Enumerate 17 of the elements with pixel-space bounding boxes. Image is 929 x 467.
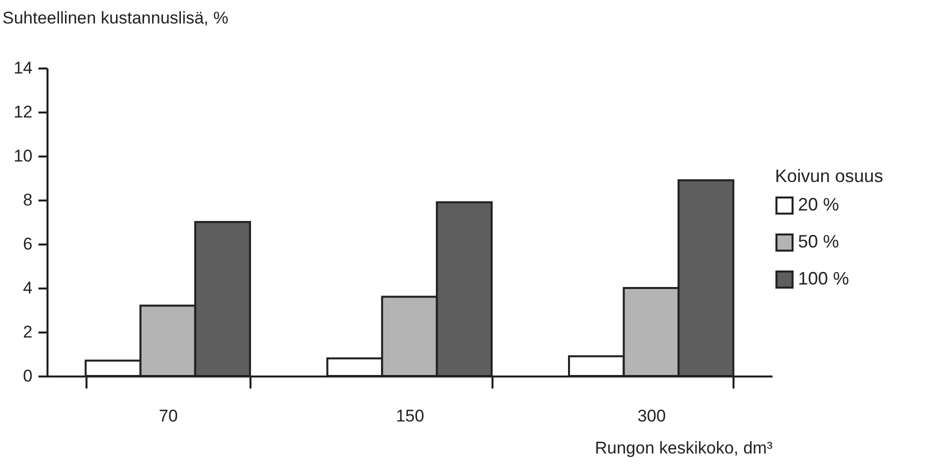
x-tick-label: 300 <box>637 406 666 426</box>
x-axis-title: Rungon keskikoko, dm³ <box>594 438 773 458</box>
legend-label: 100 % <box>798 268 850 288</box>
y-tick-label: 6 <box>23 234 32 254</box>
legend-label: 50 % <box>798 232 840 252</box>
y-tick-label: 0 <box>23 366 32 386</box>
legend-title: Koivun osuus <box>775 166 884 186</box>
x-tick-label: 70 <box>158 406 178 426</box>
y-tick-label: 12 <box>14 102 32 122</box>
y-tick-label: 4 <box>23 278 32 298</box>
x-tick-label: 150 <box>396 406 424 426</box>
y-tick-label: 14 <box>14 58 32 78</box>
legend-label: 20 % <box>798 194 840 214</box>
y-axis-title: Suhteellinen kustannuslisä, % <box>2 8 228 28</box>
y-tick-label: 8 <box>23 190 32 210</box>
y-tick-label: 10 <box>14 146 32 166</box>
y-tick-label: 2 <box>23 322 32 342</box>
